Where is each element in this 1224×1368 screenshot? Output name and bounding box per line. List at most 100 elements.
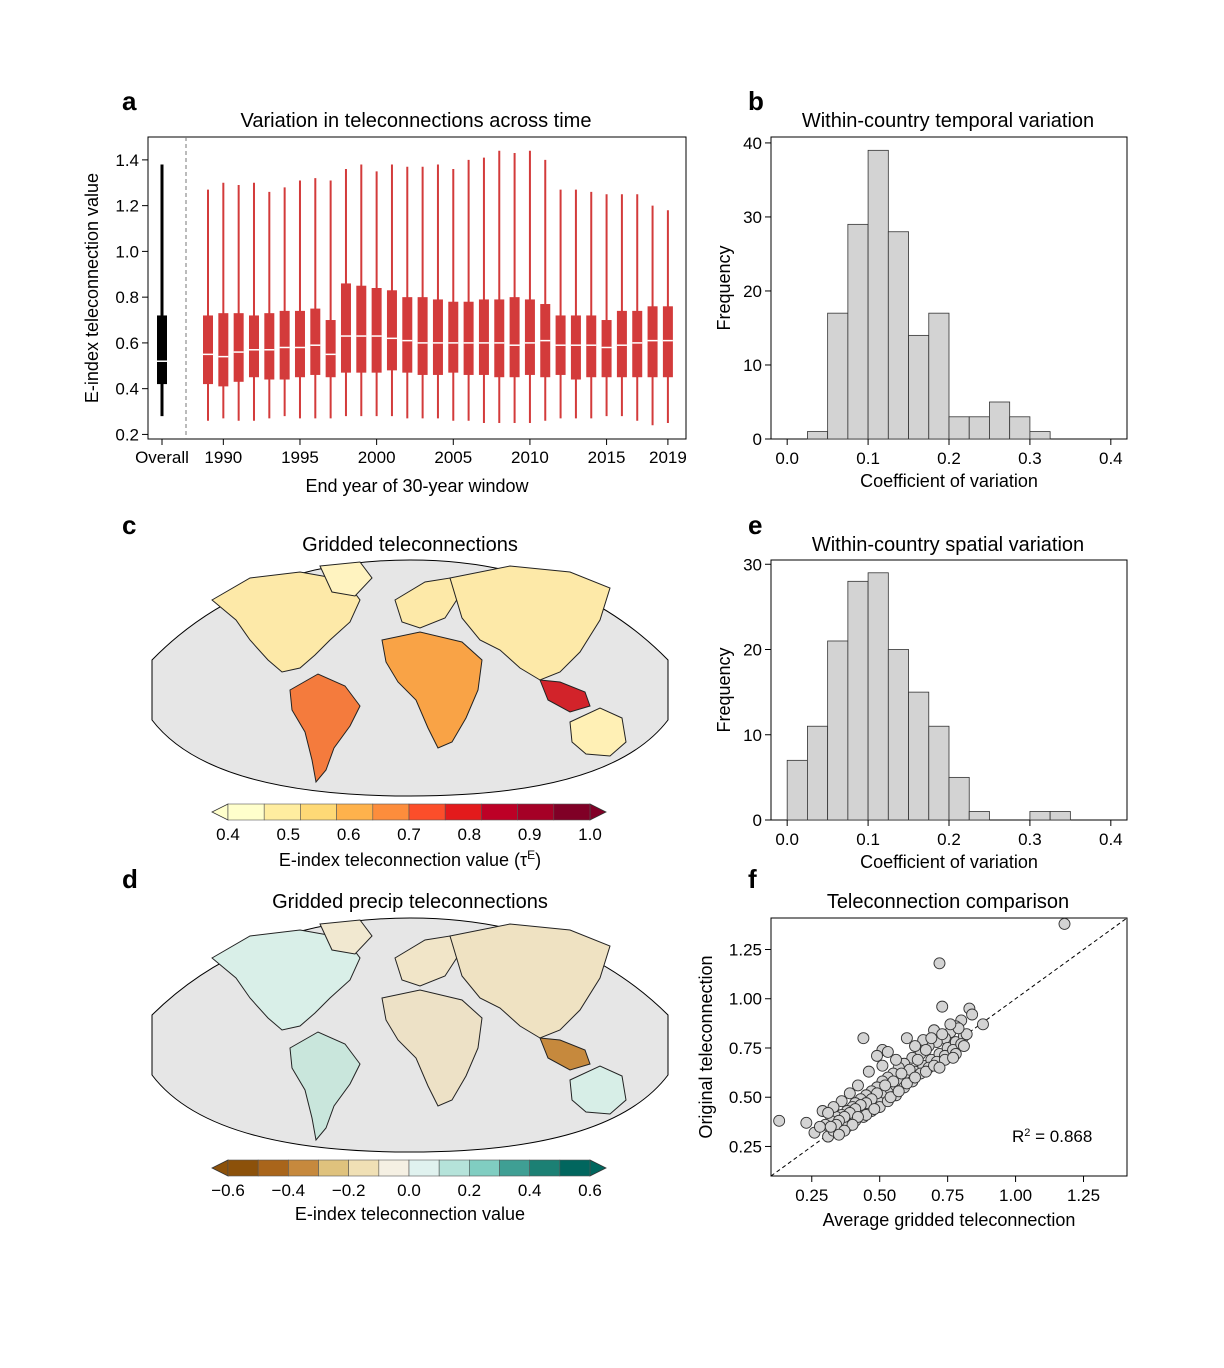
- panel-e-xtick-label: 0.2: [937, 830, 961, 849]
- panel-f-xlabel: Average gridded teleconnection: [823, 1210, 1076, 1230]
- panel-d-colorbar-swatch: [469, 1159, 500, 1177]
- panel-f-xtick-label: 1.25: [1067, 1186, 1100, 1205]
- map-d-landmasses: [211, 919, 627, 1142]
- panel-d-colorbar-tick-label: 0.0: [397, 1181, 421, 1200]
- panel-b-bar: [948, 416, 970, 440]
- panel-b-ytick-label: 0: [753, 430, 762, 449]
- panel-f-xtick-label: 0.75: [931, 1186, 964, 1205]
- panel-b-bar: [989, 401, 1011, 440]
- panel-f-title: Teleconnection comparison: [827, 891, 1069, 913]
- panel-a-box: [386, 290, 397, 371]
- panel-a-box: [632, 310, 643, 378]
- panel-c-colorbar-swatch: [553, 803, 591, 821]
- panel-e-histogram: 0.0 0.1 0.2 0.3 0.4 0 10 20 30 Coefficient of var…: [714, 555, 1128, 872]
- panel-f-point: [868, 1103, 881, 1115]
- panel-f-point: [944, 1018, 957, 1031]
- panel-c-colorbar-swatch: [227, 803, 265, 821]
- panel-e-xtick-label: 0.4: [1099, 830, 1123, 849]
- panel-a-title: Variation in teleconnections across time: [241, 110, 592, 132]
- panel-f-point: [890, 1053, 902, 1066]
- panel-f-point: [871, 1049, 883, 1062]
- panel-f-xtick-label: 0.25: [795, 1186, 828, 1205]
- panel-f-point: [832, 1128, 845, 1141]
- map-d-south-america: [289, 1031, 361, 1142]
- panel-e-ytick-label: 30: [743, 555, 762, 574]
- panel-c-letter: c: [122, 510, 136, 540]
- panel-b-bar: [908, 334, 930, 440]
- panel-d-colorbar-swatch: [408, 1159, 440, 1177]
- panel-e-bar: [807, 725, 829, 821]
- panel-a-box: [279, 310, 290, 380]
- panel-b-xtick-label: 0.4: [1099, 449, 1123, 468]
- panel-f-point: [909, 1040, 921, 1052]
- panel-d-colorbar-label: E-index teleconnection value: [295, 1204, 525, 1224]
- panel-d-colorbar-swatch: [559, 1159, 591, 1177]
- panel-d-colorbar-tick-label: −0.2: [332, 1181, 366, 1200]
- panel-c-map: [151, 559, 669, 797]
- panel-e-bar: [786, 759, 808, 821]
- panel-d-colorbar-tick-label: 0.6: [578, 1181, 602, 1200]
- panel-f-point: [900, 1032, 913, 1045]
- map-c-landmasses: [211, 561, 627, 784]
- panel-f-point: [960, 1028, 973, 1041]
- panel-a-ytick-label: 0.2: [115, 425, 139, 444]
- panel-c-colorbar-tick-label: 0.7: [397, 825, 421, 844]
- map-c-north-america: [211, 571, 361, 673]
- panel-f-point: [895, 1067, 908, 1080]
- panel-f-xtick-label: 1.00: [999, 1186, 1032, 1205]
- panel-a-box: [264, 313, 275, 380]
- panel-f-point: [919, 1044, 932, 1056]
- panel-f-point: [813, 1120, 826, 1133]
- panel-e-letter: e: [748, 510, 762, 540]
- panel-f-xtick-label: 0.50: [863, 1186, 896, 1205]
- panel-d-colorbar-swatch: [227, 1159, 259, 1177]
- panel-f-ytick-label: 0.75: [729, 1039, 762, 1058]
- panel-a-box: [662, 306, 673, 378]
- panel-d-letter: d: [122, 864, 138, 894]
- panel-a-ytick-label: 1.4: [115, 151, 139, 170]
- panel-a-box: [325, 320, 336, 378]
- panel-f-point: [843, 1087, 856, 1100]
- panel-a-xtick-label: Overall: [135, 448, 189, 467]
- panel-b-bar: [1009, 416, 1031, 440]
- panel-b-histogram: 0.0 0.1 0.2 0.3 0.4 0 10 20 30 40 Coefficient of v…: [714, 134, 1128, 491]
- panel-f-point: [911, 1053, 924, 1066]
- panel-f-point: [862, 1065, 875, 1078]
- panel-a-box: [448, 301, 459, 373]
- panel-b-bar: [928, 312, 950, 440]
- panel-c-colorbar-swatch: [263, 803, 301, 821]
- panel-e-ylabel: Frequency: [714, 647, 734, 732]
- panel-a-ylabel: E-index teleconnection value: [82, 173, 102, 403]
- panel-f-ylabel: Original teleconnection: [696, 955, 716, 1138]
- map-d-southeast-asia: [539, 1037, 591, 1071]
- panel-e-xlabel: Coefficient of variation: [860, 852, 1038, 872]
- panel-f-ytick-label: 0.50: [729, 1088, 762, 1107]
- panel-e-bar: [908, 691, 930, 821]
- panel-a-xtick-label: 2015: [588, 448, 626, 467]
- panel-f-point: [857, 1032, 870, 1045]
- panel-f-point: [876, 1059, 889, 1072]
- panel-a-box: [371, 288, 382, 373]
- panel-a-xtick-label: 1995: [281, 448, 319, 467]
- panel-a-xtick-label: 2019: [649, 448, 687, 467]
- panel-a-box: [417, 297, 428, 375]
- panel-f-letter: f: [748, 864, 757, 894]
- panel-c-colorbar-swatch: [300, 803, 337, 821]
- panel-d-colorbar-swatch: [438, 1159, 470, 1177]
- panel-e-bar: [827, 640, 849, 821]
- map-d-australia: [569, 1065, 627, 1115]
- panel-f-point: [919, 1065, 932, 1078]
- panel-f-r2-annotation: R2 = 0.868: [1012, 1127, 1092, 1146]
- panel-f-point: [947, 1051, 960, 1064]
- panel-d-colorbar-swatch: [348, 1159, 380, 1177]
- panel-e-bar: [847, 580, 869, 821]
- panel-a-box: [616, 310, 627, 378]
- map-d-europe: [394, 935, 459, 987]
- panel-f-point: [909, 1071, 921, 1084]
- panel-d-map: [151, 917, 669, 1153]
- panel-b-bar: [807, 431, 829, 440]
- panel-a-xtick-label: 2000: [358, 448, 396, 467]
- panel-c-colorbar-swatch: [444, 803, 482, 821]
- panel-e-ytick-label: 20: [743, 641, 762, 660]
- panel-b-ylabel: Frequency: [714, 245, 734, 330]
